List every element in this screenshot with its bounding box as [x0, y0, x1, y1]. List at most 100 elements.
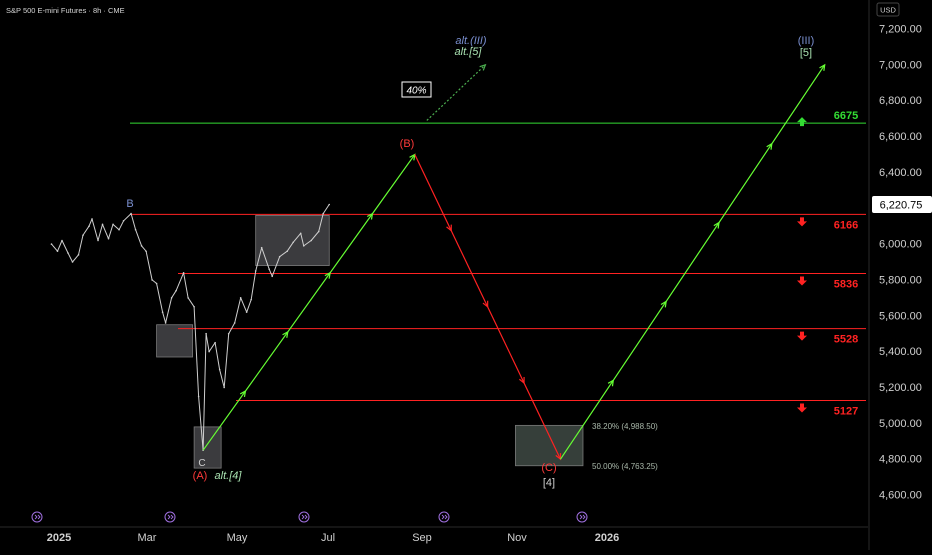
clock-marker-icon — [438, 511, 450, 523]
level-label-5528: 5528 — [834, 334, 858, 346]
price-point — [77, 254, 80, 256]
time-label-2025: 2025 — [47, 532, 71, 544]
price-point — [134, 228, 137, 231]
price-point — [208, 350, 210, 353]
price-point — [317, 230, 320, 233]
price-point — [118, 228, 120, 231]
price-point — [292, 241, 295, 244]
level-labels: 6675 6166 5836 5528 5127 — [797, 110, 858, 418]
chart-title: S&P 500 E-mini Futures · 8h · CME — [6, 6, 125, 15]
wave-label-big-b: (B) — [400, 138, 415, 150]
current-price-label: 6,220.75 — [880, 200, 923, 212]
price-point — [112, 223, 114, 226]
clock-marker-icon — [31, 511, 43, 523]
zone-1 — [193, 426, 222, 469]
projection-arrowhead — [482, 300, 489, 309]
projections-layer — [202, 63, 826, 461]
currency-label: USD — [880, 6, 896, 15]
marker-ring — [298, 511, 310, 523]
zones-layer — [156, 214, 584, 469]
price-point — [286, 250, 289, 253]
time-label-mar: Mar — [138, 532, 157, 544]
price-tick-label: 5,600.00 — [879, 310, 922, 322]
price-point — [268, 268, 270, 270]
level-label-6166: 6166 — [834, 219, 858, 231]
price-point — [145, 250, 147, 253]
arrow-down-icon — [797, 276, 807, 286]
price-axis-ticks: 7,200.00 7,000.00 6,800.00 6,600.00 6,400.00… — [879, 24, 922, 502]
price-point — [155, 282, 158, 285]
price-point — [67, 252, 69, 254]
projection-alt-line-3 — [426, 64, 486, 121]
price-tick-label: 5,000.00 — [879, 418, 922, 430]
wave-label-big-c: (C) — [541, 462, 556, 474]
projection-arrowhead — [446, 224, 452, 232]
price-point — [239, 297, 242, 299]
price-point — [97, 239, 99, 242]
price-point — [254, 270, 257, 272]
wave-label-b: B — [126, 198, 133, 210]
levels-layer — [130, 122, 866, 402]
price-tick-label: 5,400.00 — [879, 346, 922, 358]
time-label-sep: Sep — [412, 532, 432, 544]
price-point — [227, 332, 230, 335]
price-point — [193, 306, 195, 308]
fib-50-label: 50.00% (4,763.25) — [592, 462, 658, 471]
price-tick-label: 6,800.00 — [879, 95, 922, 107]
price-point — [271, 275, 273, 278]
price-tick-label: 4,600.00 — [879, 490, 922, 502]
price-point — [91, 218, 93, 220]
marker-chevrons — [34, 514, 41, 520]
price-point — [322, 212, 325, 215]
price-tick-label: 6,400.00 — [879, 167, 922, 179]
price-point — [82, 234, 84, 236]
zone-2 — [255, 214, 330, 266]
price-tick-label: 5,200.00 — [879, 382, 922, 394]
zone-3 — [515, 424, 584, 467]
price-point — [197, 395, 200, 398]
price-tick-label: 7,000.00 — [879, 59, 922, 71]
currency-badge[interactable] — [876, 2, 900, 17]
projection-arrowhead — [766, 142, 773, 150]
wave-label-four: [4] — [543, 477, 555, 489]
wave-label-alt-iii: alt.(III) — [455, 35, 487, 47]
marker-ring — [576, 511, 588, 523]
price-point — [310, 239, 313, 242]
projection-arrowhead — [324, 271, 331, 279]
price-point — [223, 386, 225, 389]
price-layer — [50, 203, 331, 451]
level-label-6675: 6675 — [834, 110, 858, 122]
price-point — [101, 223, 104, 226]
price-point — [61, 239, 63, 242]
time-label-nov: Nov — [507, 532, 527, 544]
price-point — [233, 322, 236, 324]
level-label-5127: 5127 — [834, 406, 858, 418]
time-axis-labels: 2025 Mar May Jul Sep Nov 2026 — [47, 532, 619, 544]
price-point — [302, 245, 305, 247]
price-point — [88, 225, 90, 227]
time-label-2026: 2026 — [595, 532, 619, 544]
price-tick-label: 4,800.00 — [879, 454, 922, 466]
marker-ring — [31, 511, 43, 523]
price-point — [170, 297, 173, 299]
price-point — [218, 368, 221, 371]
price-point — [130, 212, 132, 215]
time-axis: 2025 Mar May Jul Sep Nov 2026 — [0, 511, 868, 544]
projection-up-line-2 — [559, 64, 826, 460]
marker-chevrons — [167, 514, 174, 520]
price-tick-label: 5,800.00 — [879, 274, 922, 286]
projection-arrowhead — [239, 389, 247, 398]
price-point — [161, 311, 164, 313]
marker-ring — [164, 511, 176, 523]
price-point — [205, 332, 207, 335]
marker-chevrons — [441, 514, 448, 520]
projection-arrowhead — [607, 379, 615, 387]
price-axis[interactable]: USD 7,200.00 7,000.00 6,800.00 6,600.00 6,40… — [868, 0, 932, 550]
time-markers — [31, 511, 588, 523]
price-point — [122, 219, 125, 222]
probability-box: 40% — [401, 81, 432, 98]
projection-arrowhead — [713, 221, 720, 229]
probability-label: 40% — [406, 86, 426, 97]
